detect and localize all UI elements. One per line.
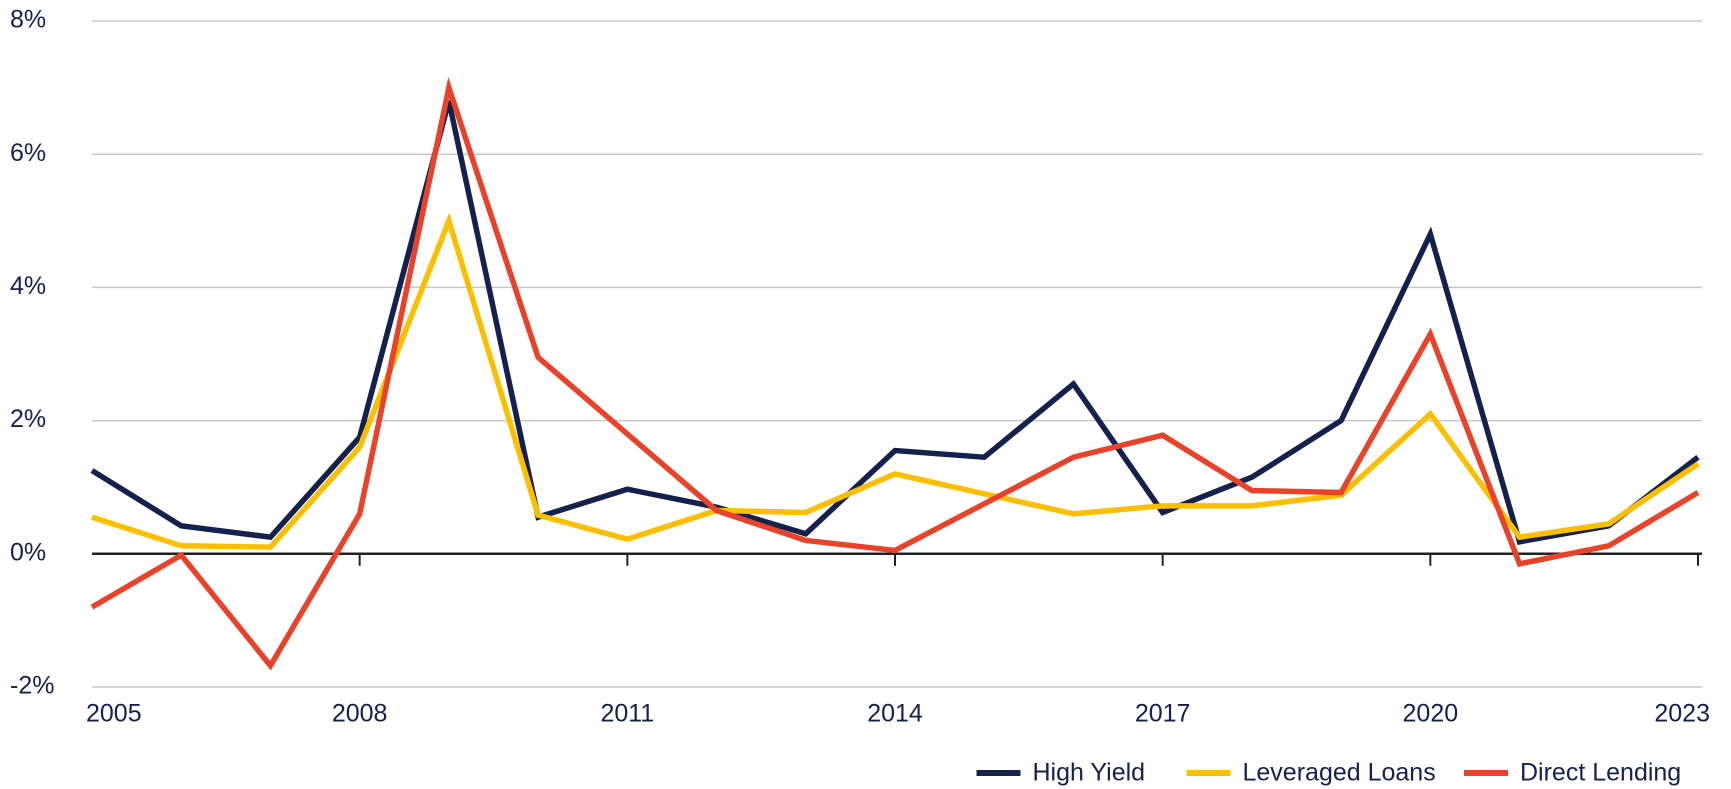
x-tick-label: 2008 [332,700,388,728]
y-tick-label: 6% [10,139,46,167]
legend-label: Leveraged Loans [1243,759,1436,787]
line-series [90,100,1700,545]
x-tick-label: 2020 [1403,700,1459,728]
line-series [90,77,1700,671]
x-tick-label: 2005 [86,700,142,728]
x-tick-label: 2023 [1654,700,1710,728]
y-tick-label: 0% [10,538,46,566]
line-series [91,212,1700,550]
x-tick-label: 2014 [867,700,923,728]
y-tick-label: 8% [10,6,46,34]
x-tick-label: 2017 [1135,700,1191,728]
y-tick-label: 2% [10,405,46,433]
legend-label: Direct Lending [1520,759,1681,787]
y-tick-label: 4% [10,272,46,300]
y-tick-label: -2% [10,672,54,700]
legend-label: High Yield [1033,759,1146,787]
x-tick-label: 2011 [600,700,654,728]
